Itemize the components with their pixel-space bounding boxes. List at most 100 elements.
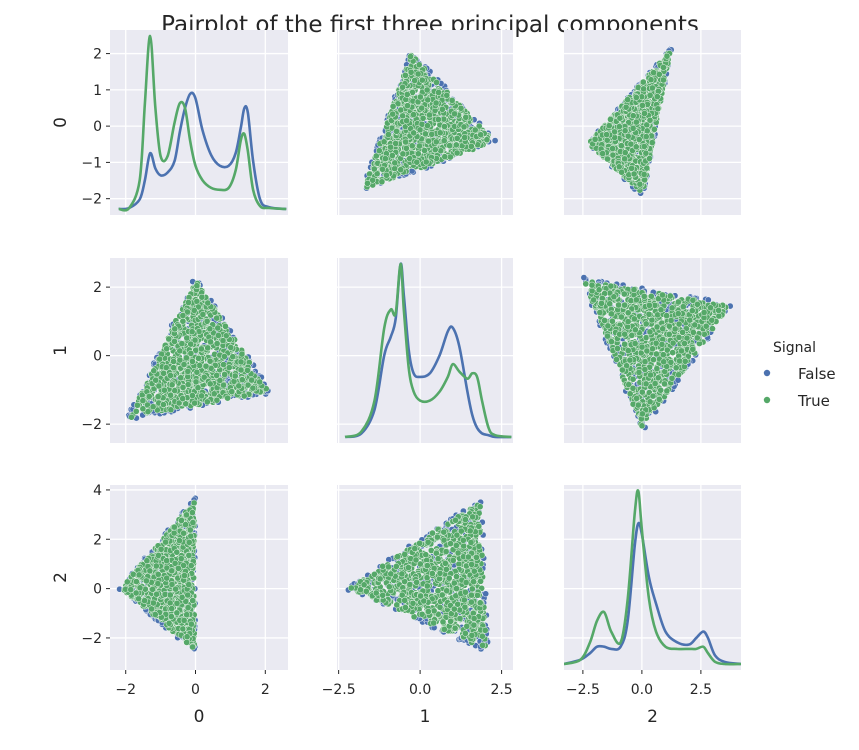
panel-1-2 (564, 258, 741, 443)
scatter-point-true (198, 345, 205, 353)
scatter-point-true (184, 381, 192, 388)
scatter-point-true (640, 171, 648, 178)
scatter-point-true (671, 325, 679, 333)
scatter-point-true (477, 131, 485, 139)
scatter-point-true (213, 340, 221, 347)
y-tick-label: 1 (93, 83, 102, 99)
scatter-point-true (616, 114, 624, 122)
scatter-point-true (213, 396, 221, 404)
scatter-point-true (202, 362, 210, 370)
scatter-point-true (451, 110, 458, 118)
scatter-point-true (590, 296, 597, 304)
scatter-point-true (214, 332, 222, 339)
scatter-point-true (636, 180, 644, 188)
kde-line-true (344, 262, 512, 439)
scatter-point-true (364, 179, 371, 187)
scatter-point-true (629, 125, 637, 132)
scatter-point-true (435, 89, 442, 96)
scatter-point-false (491, 137, 499, 144)
scatter-point-true (222, 332, 230, 340)
kde-line-false (344, 262, 512, 439)
scatter-point-true (407, 53, 414, 60)
scatter-point-true (615, 123, 623, 130)
scatter-point-true (399, 150, 407, 158)
scatter-point-true (639, 78, 647, 86)
scatter-point-true (403, 117, 410, 125)
scatter-point-true (654, 105, 662, 113)
scatter-point-true (418, 120, 426, 128)
scatter-point-true (447, 153, 454, 161)
scatter-point-true (402, 71, 409, 79)
scatter-point-true (237, 358, 245, 366)
scatter-point-true (177, 374, 185, 382)
scatter-point-true (192, 378, 200, 386)
scatter-point-true (154, 393, 162, 400)
scatter-point-true (203, 398, 211, 406)
scatter-point-true (483, 136, 491, 144)
scatter-point-true (424, 122, 431, 130)
scatter-point-true (660, 76, 667, 84)
scatter-point-true (443, 91, 451, 99)
scatter-point-true (639, 102, 646, 109)
scatter-point-true (220, 381, 227, 389)
scatter-point-true (198, 293, 206, 301)
scatter-point-true (453, 135, 461, 142)
y-tick-label: 2 (93, 280, 102, 296)
scatter-point-true (194, 384, 202, 392)
scatter-point-true (457, 104, 465, 112)
scatter-point-true (446, 142, 453, 150)
y-tick-label: −2 (81, 417, 102, 433)
scatter-point-true (609, 145, 616, 152)
scatter-point-true (372, 152, 380, 160)
scatter-point-true (219, 337, 227, 344)
scatter-point-true (632, 94, 640, 101)
scatter-point-true (228, 388, 236, 395)
scatter-point-true (419, 114, 427, 122)
scatter-point-true (591, 136, 599, 143)
scatter-point-true (618, 142, 625, 150)
scatter-point-true (437, 147, 445, 155)
scatter-point-true (391, 165, 399, 172)
scatter-point-true (184, 368, 192, 375)
scatter-point-true (383, 171, 390, 179)
scatter-point-true (170, 364, 177, 372)
scatter-point-true (206, 357, 214, 365)
scatter-point-true (627, 140, 635, 148)
scatter-point-true (397, 166, 405, 174)
scatter-point-true (624, 132, 632, 140)
scatter-point-true (183, 334, 191, 342)
scatter-point-true (647, 76, 655, 84)
scatter-point-true (171, 325, 179, 333)
scatter-point-true (641, 358, 649, 365)
scatter-point-true (139, 405, 147, 413)
panel-1-1 (337, 258, 513, 443)
scatter-point-true (582, 280, 590, 288)
scatter-point-true (599, 150, 606, 157)
scatter-point-true (150, 367, 158, 375)
scatter-point-true (206, 325, 214, 333)
scatter-point-true (424, 96, 432, 104)
kde-line-false (118, 91, 287, 211)
scatter-point-true (410, 111, 417, 119)
scatter-point-true (139, 397, 147, 404)
scatter-point-true (417, 93, 424, 101)
scatter-point-true (397, 106, 405, 114)
scatter-point-true (628, 164, 635, 172)
scatter-point-true (182, 400, 190, 408)
scatter-point-true (391, 159, 399, 167)
scatter-point-true (225, 364, 233, 371)
scatter-point-true (227, 344, 235, 351)
scatter-point-true (193, 282, 201, 290)
scatter-point-true (403, 91, 411, 98)
scatter-point-true (407, 68, 415, 76)
scatter-point-true (382, 155, 389, 163)
scatter-point-true (646, 116, 654, 124)
scatter-point-true (621, 127, 629, 135)
scatter-point-true (256, 378, 264, 386)
scatter-point-true (607, 116, 614, 123)
scatter-point-true (653, 93, 661, 100)
scatter-point-true (441, 123, 448, 130)
scatter-point-true (603, 131, 610, 138)
scatter-point-true (646, 92, 654, 99)
